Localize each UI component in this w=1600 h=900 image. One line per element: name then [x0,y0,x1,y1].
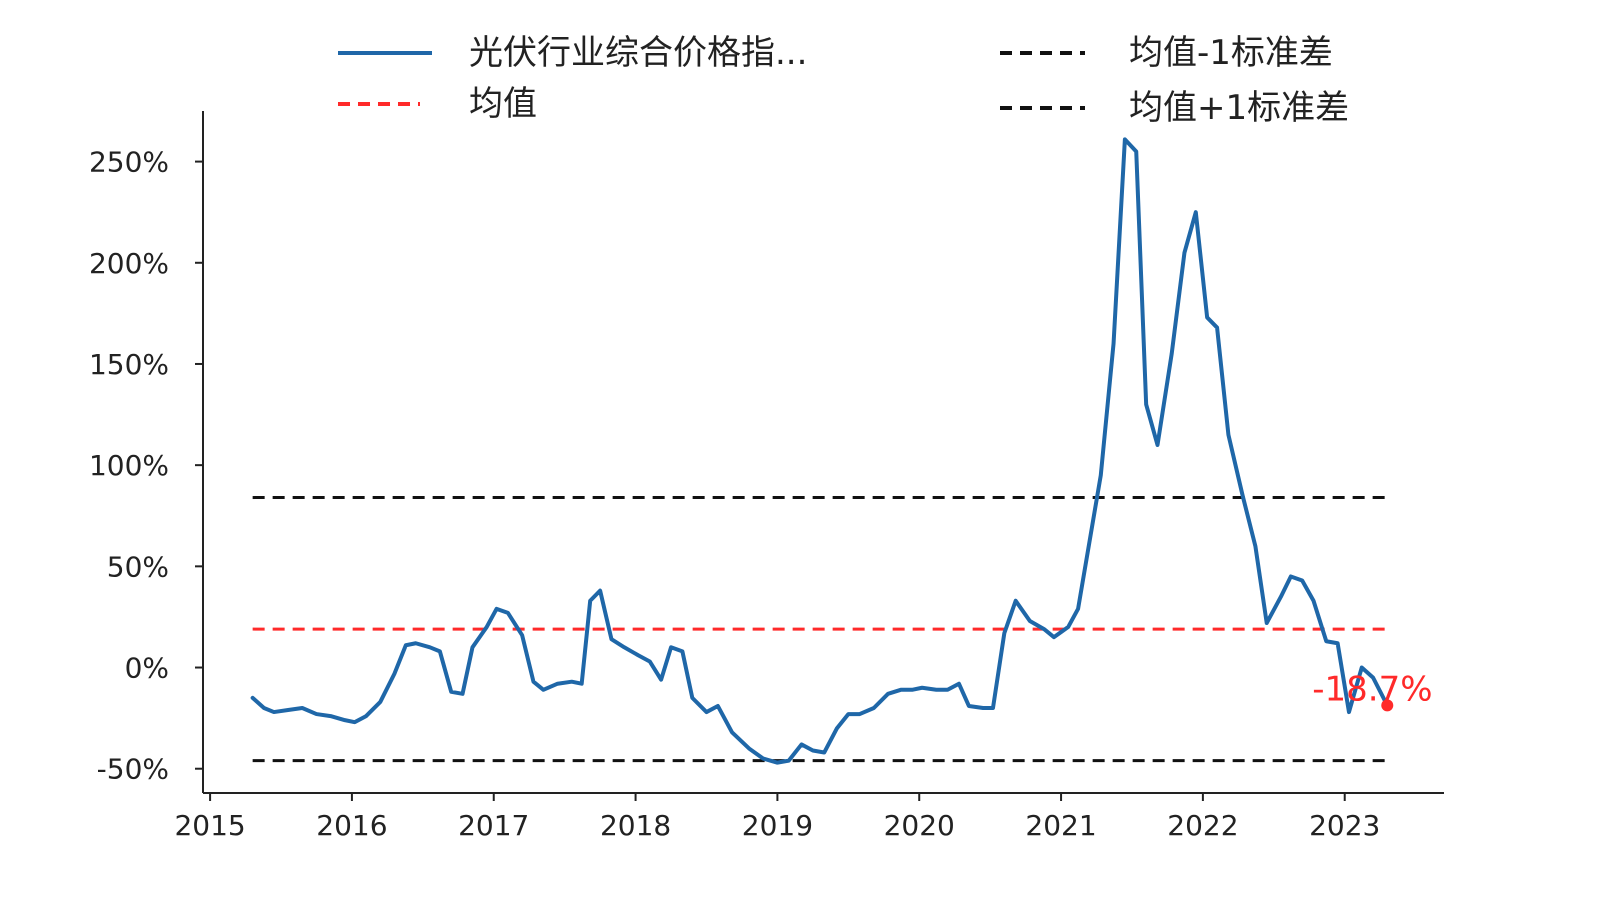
x-axis-tick-label: 2023 [1309,809,1380,842]
latest-value-annotation: -18.7% [1312,669,1432,709]
y-axis-tick-label: 250% [89,146,169,179]
legend-label: 均值-1标准差 [1129,33,1333,73]
y-axis-tick-label: 0% [125,652,169,685]
x-axis-tick-label: 2020 [884,809,955,842]
y-axis-tick-label: -50% [97,753,169,786]
x-axis-tick-label: 2015 [174,809,245,842]
legend-label: 均值 [469,84,537,124]
legend-label: 均值+1标准差 [1129,88,1349,128]
y-axis-tick-label: 100% [89,449,169,482]
x-axis-tick-label: 2021 [1025,809,1096,842]
legend-label: 光伏行业综合价格指... [469,33,807,73]
y-axis-tick-label: 200% [89,247,169,280]
x-axis-tick-label: 2019 [742,809,813,842]
series-line [250,137,1390,765]
latest-point-marker [1381,699,1394,712]
y-axis-tick-label: 50% [107,550,169,583]
x-axis-tick-label: 2016 [316,809,387,842]
x-axis-tick-label: 2018 [600,809,671,842]
y-axis-tick-label: 150% [89,348,169,381]
x-axis-tick-label: 2017 [458,809,529,842]
x-axis-tick-label: 2022 [1167,809,1238,842]
